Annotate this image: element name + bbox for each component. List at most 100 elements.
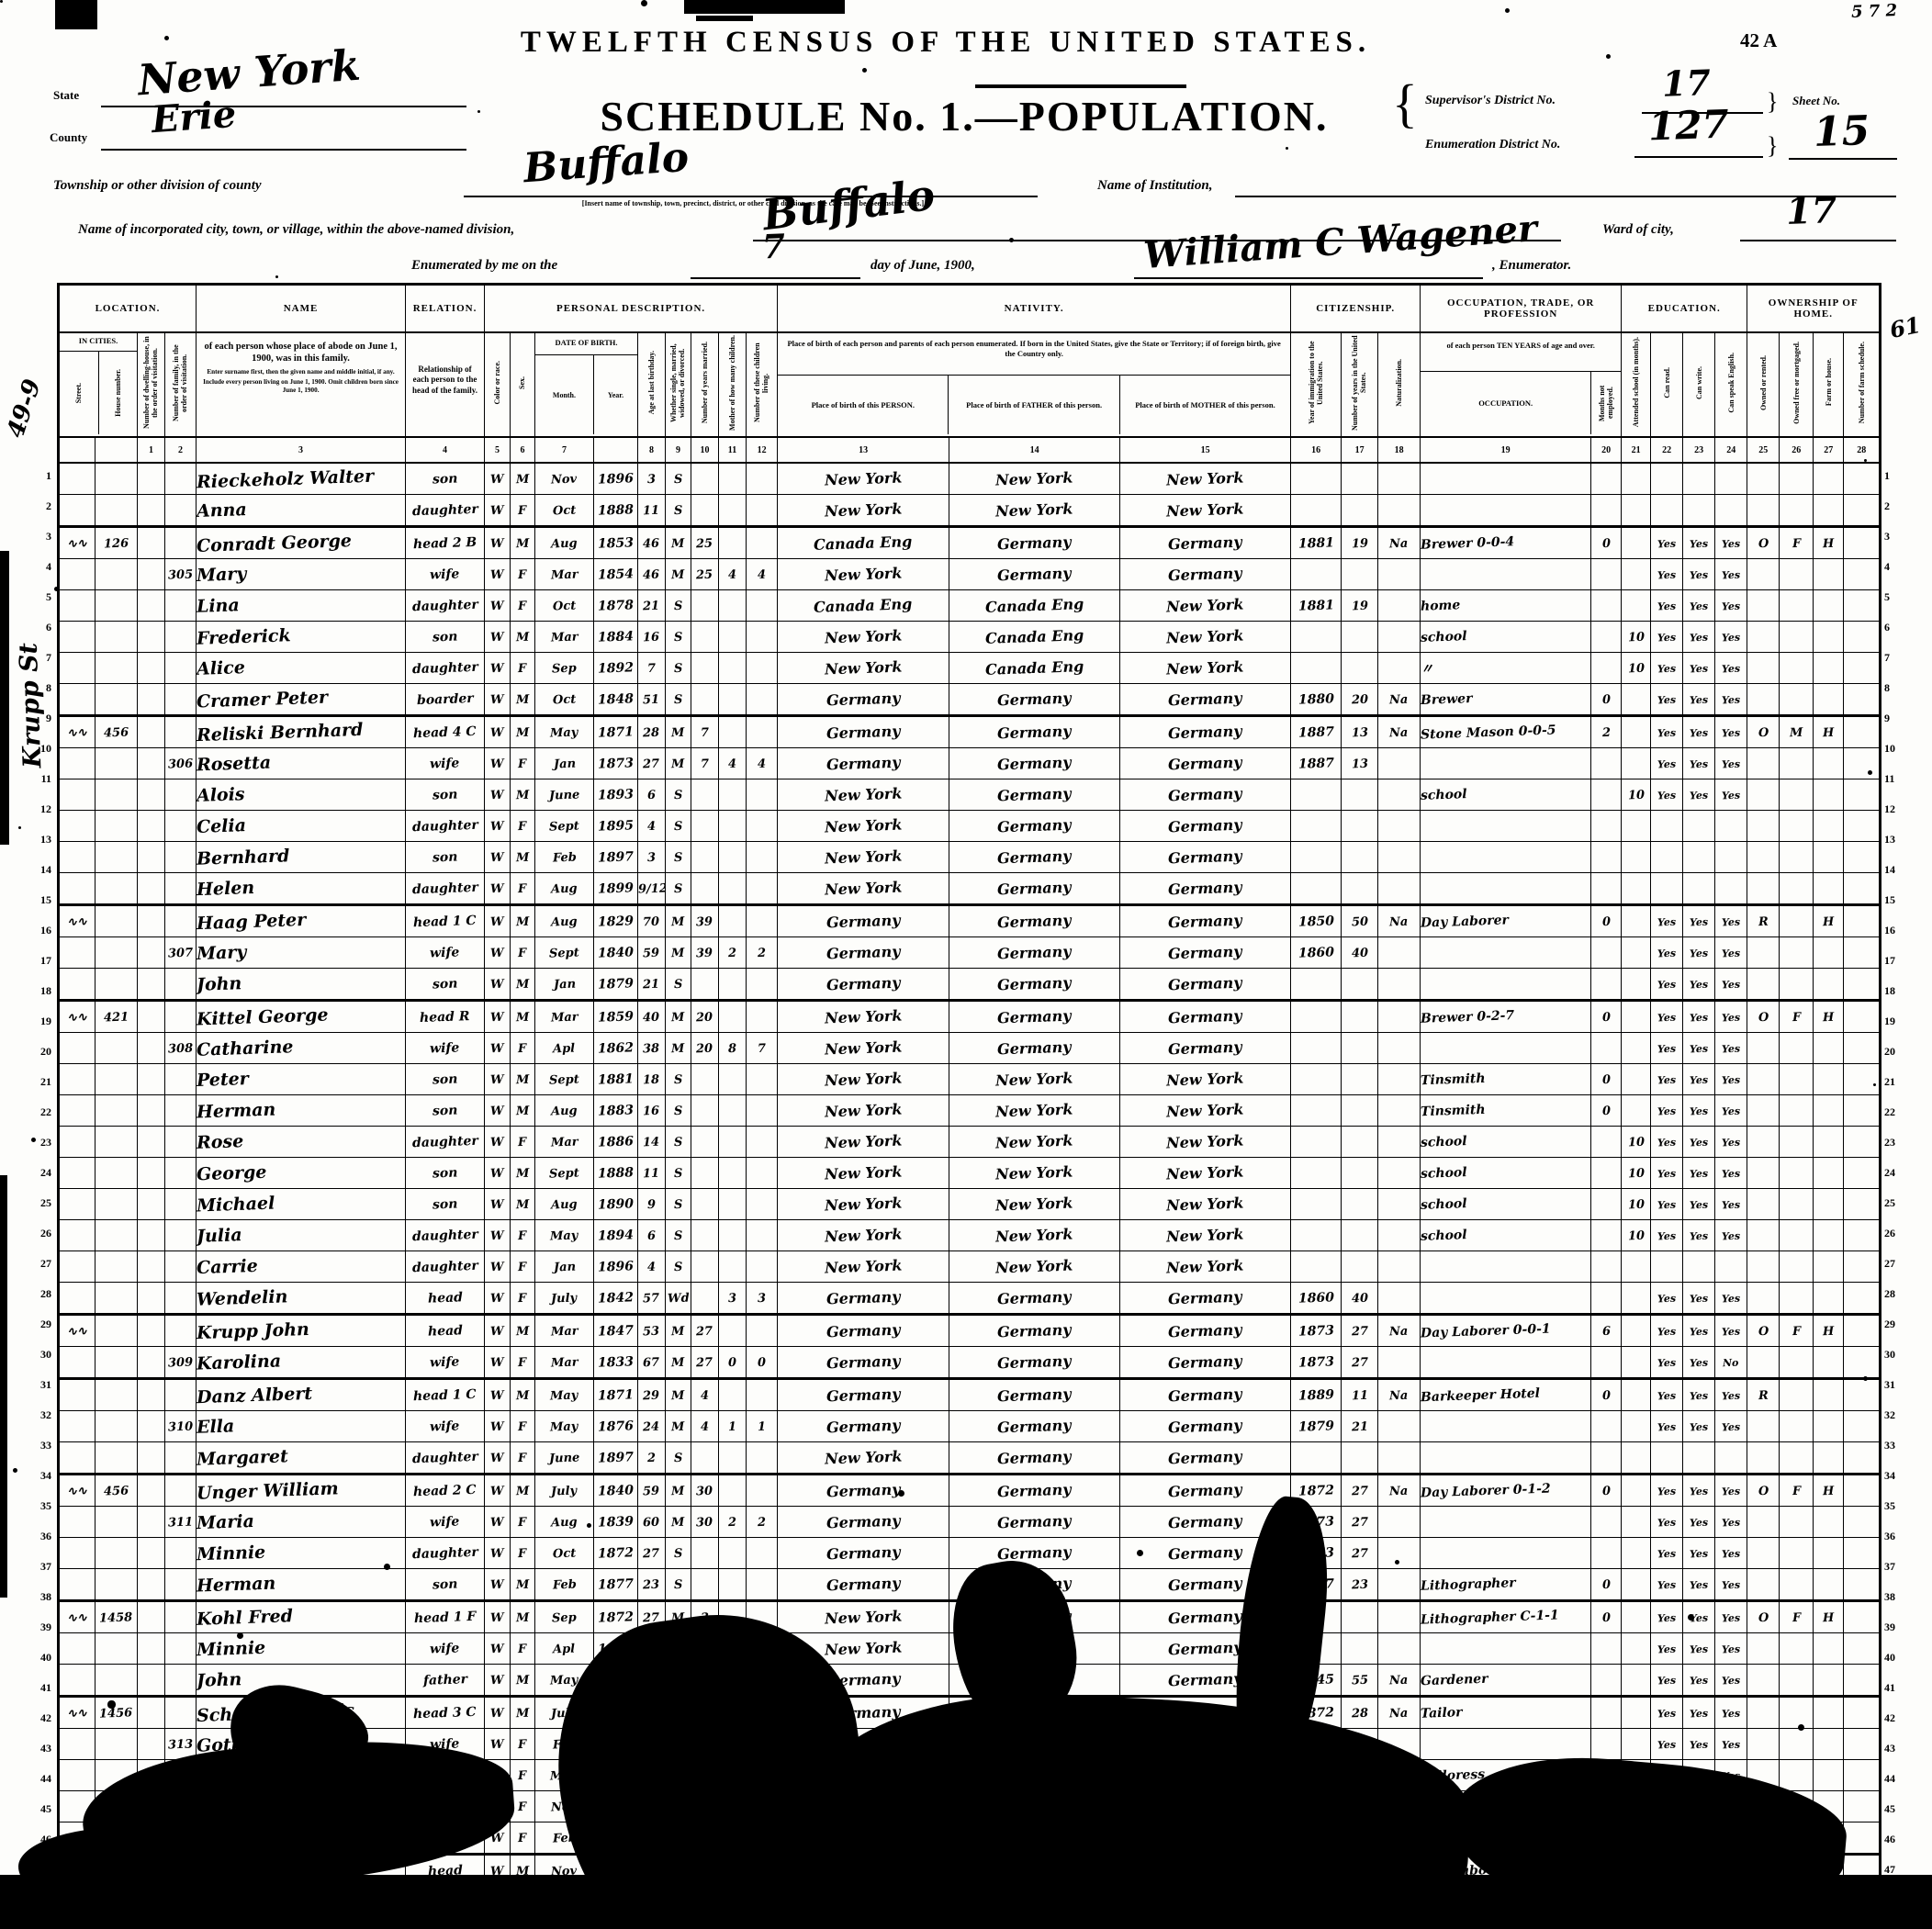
- cell-year: 1888: [593, 1157, 639, 1189]
- cell-marital: M: [665, 936, 692, 969]
- cell-owned: R: [1747, 1377, 1780, 1411]
- cell-dwelling: [137, 1441, 165, 1475]
- cell-street: ∿∿: [58, 1695, 95, 1729]
- cell-children_living: 4: [746, 558, 779, 590]
- cell-naturalization: [1377, 1032, 1421, 1064]
- cell-farm: [1813, 1410, 1845, 1442]
- cell-farm: [1813, 558, 1845, 590]
- cell-yrs_married: 4: [691, 1410, 720, 1442]
- cell-schedule: [1843, 589, 1881, 622]
- cell-farm: H: [1813, 525, 1845, 559]
- cell-yrs_us: [1341, 810, 1379, 842]
- header-in-cities: IN CITIES. Street. House number.: [58, 331, 138, 438]
- cell-owned: [1747, 589, 1780, 622]
- cell-months_unemployed: 0: [1590, 903, 1623, 937]
- line-number: 23: [40, 1136, 51, 1149]
- cell-naturalization: [1377, 968, 1421, 1001]
- cell-street: [58, 1410, 95, 1442]
- line-number: 32: [40, 1408, 51, 1421]
- cell-dwelling: [137, 1728, 165, 1760]
- census-row: Wendelin head W F July 1842 57 Wd 3 3 Germany Germa…: [58, 1282, 1881, 1315]
- cell-month: Sep: [534, 1599, 595, 1633]
- cell-months_unemployed: [1590, 1410, 1623, 1442]
- cell-mother_of: 8: [718, 1032, 747, 1064]
- cell-mortgage: [1779, 1188, 1814, 1220]
- cell-children_living: [746, 1126, 779, 1158]
- cell-english: Yes: [1714, 683, 1748, 716]
- cell-read: [1650, 841, 1684, 873]
- cell-occupation: school: [1420, 1219, 1592, 1251]
- cell-house: [95, 872, 138, 905]
- cell-month: Jan: [534, 747, 595, 779]
- header-relation-caption: Relationship of each person to the head …: [405, 331, 486, 438]
- enumeration-underline: [1634, 156, 1763, 158]
- cell-english: Yes: [1714, 1126, 1748, 1158]
- line-number: 10: [1884, 742, 1895, 755]
- cell-english: Yes: [1714, 1632, 1748, 1665]
- cell-farm: [1813, 1664, 1845, 1697]
- cell-street: ∿∿: [58, 903, 95, 937]
- cell-read: Yes: [1650, 1537, 1684, 1569]
- ward-label: Ward of city,: [1602, 222, 1674, 237]
- line-number: 24: [1884, 1166, 1895, 1179]
- cell-dwelling: [137, 1695, 165, 1729]
- column-number: 24: [1714, 436, 1748, 464]
- cell-occupation: [1420, 841, 1592, 873]
- cell-sex: F: [510, 1282, 536, 1315]
- cell-year: 1884: [593, 621, 639, 653]
- cell-mother_of: [718, 714, 747, 748]
- cell-months_unemployed: 6: [1590, 1313, 1623, 1347]
- cell-occupation: [1420, 1346, 1592, 1379]
- cell-street: [58, 1282, 95, 1315]
- cell-house: [95, 1313, 138, 1347]
- cell-month: Apl: [534, 1032, 595, 1064]
- cell-color: W: [484, 1313, 511, 1347]
- cell-owned: [1747, 1410, 1780, 1442]
- cell-dwelling: [137, 525, 165, 559]
- cell-age: 16: [637, 621, 667, 653]
- cell-family: [163, 1219, 197, 1251]
- line-number: 4: [46, 560, 51, 573]
- cell-children_living: [746, 1568, 779, 1601]
- cell-occupation: [1420, 1632, 1592, 1665]
- cell-occupation: [1420, 1032, 1592, 1064]
- cell-children_living: [746, 999, 779, 1033]
- line-number: 33: [1884, 1439, 1895, 1452]
- cell-yrs_us: [1341, 1063, 1379, 1095]
- cell-marital: S: [665, 779, 692, 811]
- cell-english: Yes: [1714, 747, 1748, 779]
- cell-mortgage: [1779, 1126, 1814, 1158]
- line-number: 5: [46, 590, 51, 603]
- cell-pob_father: Germany: [949, 1537, 1121, 1569]
- state-underline: [101, 106, 466, 107]
- cell-children_living: [746, 589, 779, 622]
- cell-children_living: [746, 872, 779, 905]
- line-number: 6: [1884, 621, 1890, 634]
- cell-street: ∿∿: [58, 1313, 95, 1347]
- cell-house: [95, 841, 138, 873]
- cell-pob_mother: Germany: [1119, 714, 1292, 748]
- cell-yrs_us: 27: [1341, 1537, 1379, 1569]
- cell-year: 1853: [593, 525, 639, 559]
- group-name: NAME: [196, 284, 407, 333]
- cell-dwelling: [137, 621, 165, 653]
- cell-owned: [1747, 1537, 1780, 1569]
- cell-sex: M: [510, 1063, 536, 1095]
- cell-year: 1892: [593, 652, 639, 684]
- cell-house: [95, 1728, 138, 1760]
- cell-farm: [1813, 1632, 1845, 1665]
- cell-sex: F: [510, 1728, 536, 1760]
- cell-occupation: [1420, 1728, 1592, 1760]
- cell-pob: Germany: [777, 1537, 950, 1569]
- cell-pob: Germany: [777, 747, 950, 779]
- cell-owned: [1747, 1094, 1780, 1127]
- cell-owned: O: [1747, 714, 1780, 748]
- cell-relation: head: [405, 1313, 486, 1347]
- cell-yrs_us: 11: [1341, 1377, 1379, 1411]
- cell-house: 456: [95, 714, 138, 748]
- cell-mortgage: [1779, 747, 1814, 779]
- cell-yrs_us: [1341, 494, 1379, 527]
- cell-sex: M: [510, 1473, 536, 1507]
- cell-relation: head 2 B: [405, 525, 486, 559]
- cell-pob_father: Germany: [949, 1506, 1121, 1538]
